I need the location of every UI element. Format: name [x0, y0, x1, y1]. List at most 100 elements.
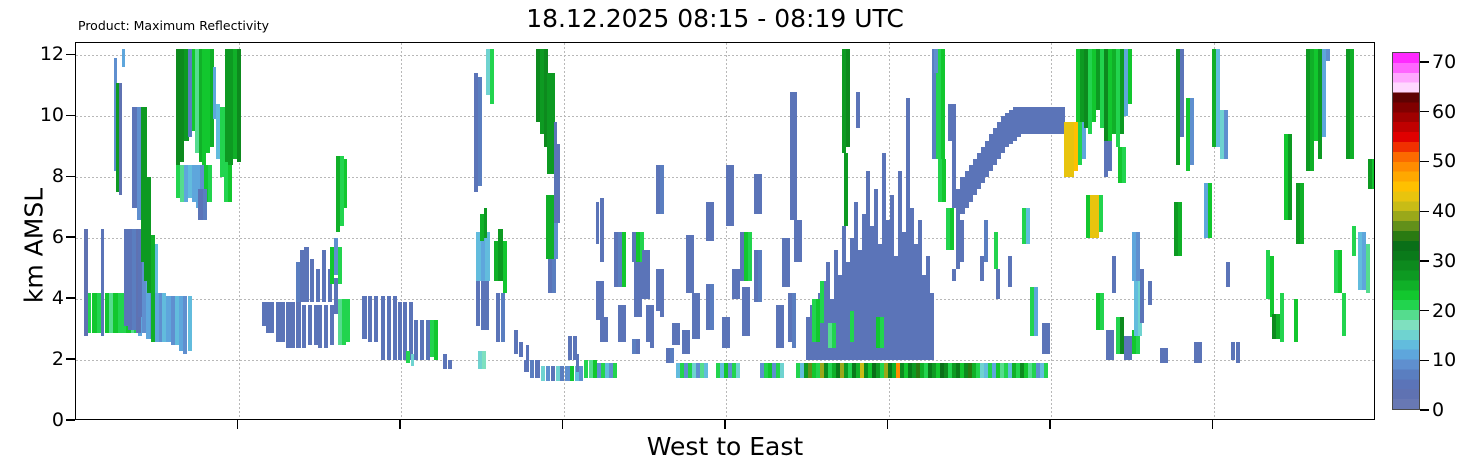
- reflectivity-cell: [794, 91, 797, 220]
- reflectivity-cell: [786, 238, 790, 287]
- reflectivity-cell: [866, 171, 870, 361]
- reflectivity-cell: [600, 280, 604, 321]
- reflectivity-cell: [1318, 49, 1322, 159]
- reflectivity-cell: [192, 49, 195, 132]
- reflectivity-cell: [296, 302, 301, 348]
- reflectivity-cell: [1024, 363, 1028, 379]
- reflectivity-cell: [1092, 49, 1096, 123]
- gridline-horizontal: [76, 116, 1374, 117]
- reflectivity-cell: [760, 363, 764, 379]
- reflectivity-cell: [184, 49, 189, 141]
- reflectivity-cell: [656, 164, 660, 214]
- reflectivity-cell: [992, 363, 996, 379]
- reflectivity-cell: [434, 320, 438, 361]
- reflectivity-cell: [1000, 363, 1004, 379]
- reflectivity-cell: [556, 366, 560, 382]
- colorbar-tick-mark: [1420, 260, 1429, 262]
- colorbar-tick-label: 70: [1432, 50, 1457, 73]
- reflectivity-cell: [1080, 49, 1084, 123]
- reflectivity-cell: [660, 268, 664, 318]
- reflectivity-cell: [179, 296, 183, 351]
- reflectivity-cell: [552, 259, 556, 293]
- reflectivity-cell: [1132, 232, 1136, 281]
- reflectivity-cell: [334, 238, 338, 275]
- reflectivity-cell: [1016, 363, 1020, 379]
- reflectivity-cell: [850, 311, 854, 342]
- reflectivity-cell: [1220, 110, 1224, 159]
- reflectivity-cell: [596, 201, 599, 245]
- reflectivity-cell: [496, 292, 500, 342]
- reflectivity-cell: [202, 49, 206, 168]
- reflectivity-cell: [498, 228, 503, 281]
- reflectivity-cell: [981, 146, 985, 184]
- reflectivity-cell: [183, 296, 187, 354]
- reflectivity-cell: [944, 363, 948, 379]
- reflectivity-cell: [1005, 113, 1009, 147]
- reflectivity-cell: [448, 360, 452, 370]
- reflectivity-cell: [304, 247, 309, 303]
- reflectivity-cell: [656, 268, 660, 312]
- reflectivity-cell: [398, 302, 402, 361]
- reflectivity-cell: [600, 317, 604, 342]
- reflectivity-cell: [411, 353, 414, 367]
- reflectivity-cell: [1100, 49, 1104, 129]
- reflectivity-cell: [474, 73, 478, 193]
- reflectivity-cell: [387, 296, 391, 361]
- reflectivity-cell: [686, 329, 690, 354]
- reflectivity-cell: [670, 347, 674, 364]
- reflectivity-cell: [792, 292, 796, 348]
- reflectivity-cell: [1198, 341, 1202, 364]
- reflectivity-cell: [848, 363, 852, 379]
- reflectivity-cell: [706, 283, 710, 330]
- reflectivity-cell: [902, 232, 906, 361]
- reflectivity-cell: [934, 49, 938, 74]
- reflectivity-cell: [609, 363, 613, 379]
- reflectivity-cell: [1148, 280, 1152, 306]
- reflectivity-cell: [1112, 256, 1116, 293]
- reflectivity-cell: [776, 305, 780, 348]
- reflectivity-cell: [1064, 122, 1069, 178]
- reflectivity-cell: [1057, 107, 1061, 135]
- reflectivity-cell: [816, 299, 820, 342]
- reflectivity-cell: [604, 317, 608, 342]
- colorbar-tick-label: 40: [1432, 200, 1457, 223]
- reflectivity-cell: [192, 164, 196, 202]
- reflectivity-cell: [362, 296, 367, 339]
- reflectivity-cell: [526, 344, 529, 361]
- reflectivity-cell: [900, 363, 904, 379]
- reflectivity-cell: [710, 201, 714, 242]
- reflectivity-cell: [142, 235, 146, 333]
- reflectivity-cell: [1342, 292, 1346, 336]
- reflectivity-cell: [682, 329, 686, 354]
- reflectivity-cell: [340, 155, 344, 226]
- reflectivity-cell: [946, 207, 950, 251]
- reflectivity-cell: [942, 158, 946, 202]
- reflectivity-cell: [162, 292, 166, 342]
- reflectivity-cell: [1049, 107, 1053, 135]
- reflectivity-cell: [579, 366, 583, 382]
- figure-title: 18.12.2025 08:15 - 08:19 UTC: [526, 4, 904, 33]
- reflectivity-cell: [888, 363, 892, 379]
- reflectivity-cell: [1108, 49, 1112, 141]
- reflectivity-cell: [782, 238, 786, 287]
- y-axis-tick-mark: [66, 175, 75, 177]
- reflectivity-cell: [728, 363, 732, 379]
- reflectivity-cell: [124, 228, 128, 327]
- reflectivity-cell: [886, 219, 890, 361]
- reflectivity-cell: [536, 49, 540, 123]
- colorbar-tick-mark: [1420, 210, 1429, 212]
- reflectivity-cell: [1368, 158, 1372, 190]
- reflectivity-cell: [844, 363, 848, 379]
- y-axis-tick-label: 2: [51, 348, 64, 371]
- y-axis-label: km AMSL: [19, 187, 49, 304]
- reflectivity-cell: [1164, 347, 1168, 364]
- reflectivity-cell: [1095, 195, 1099, 239]
- reflectivity-cell: [195, 49, 199, 153]
- reflectivity-cell: [894, 256, 898, 361]
- reflectivity-cell: [1180, 49, 1184, 138]
- reflectivity-cell: [666, 347, 670, 364]
- reflectivity-cell: [302, 305, 306, 348]
- reflectivity-cell: [224, 161, 228, 202]
- reflectivity-cell: [985, 140, 989, 178]
- reflectivity-cell: [948, 363, 952, 379]
